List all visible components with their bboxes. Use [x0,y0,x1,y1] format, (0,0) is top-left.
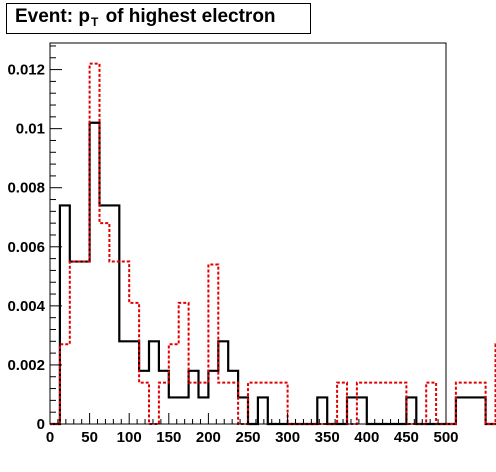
x-axis: 0 50 100 150 200 250 300 350 400 450 500 [46,413,459,446]
title-suffix: of highest electron [105,6,276,27]
histogram-layer [50,62,496,426]
y-tick-label: 0.002 [7,357,45,374]
y-tick-label: 0.01 [16,121,45,138]
x-tick-label: 100 [117,429,142,446]
x-tick-label: 200 [196,429,221,446]
y-tick-label: 0.012 [7,62,45,79]
y-axis: 0 0.002 0.004 0.006 0.008 0.01 0.012 [7,45,62,433]
y-tick-label: 0 [37,416,45,433]
title-prefix: Event: p [15,6,90,27]
x-tick-label: 0 [46,429,54,446]
plot-frame [49,42,447,425]
x-tick-label: 150 [156,429,181,446]
x-tick-label: 50 [81,429,98,446]
y-tick-label: 0.004 [7,298,45,315]
x-tick-label: 400 [354,429,379,446]
x-tick-label: 250 [235,429,260,446]
y-tick-label: 0.006 [7,239,45,256]
x-tick-label: 450 [394,429,419,446]
x-tick-label: 350 [315,429,340,446]
title-subscript: T [90,15,99,29]
x-tick-label: 500 [433,429,458,446]
histogram-series-2 [50,62,496,425]
chart-title: Event: pT of highest electron [15,6,276,29]
y-tick-label: 0.008 [7,180,45,197]
histogram-series-1 [50,121,496,426]
title-box: Event: pT of highest electron [6,3,311,34]
x-tick-label: 300 [275,429,300,446]
